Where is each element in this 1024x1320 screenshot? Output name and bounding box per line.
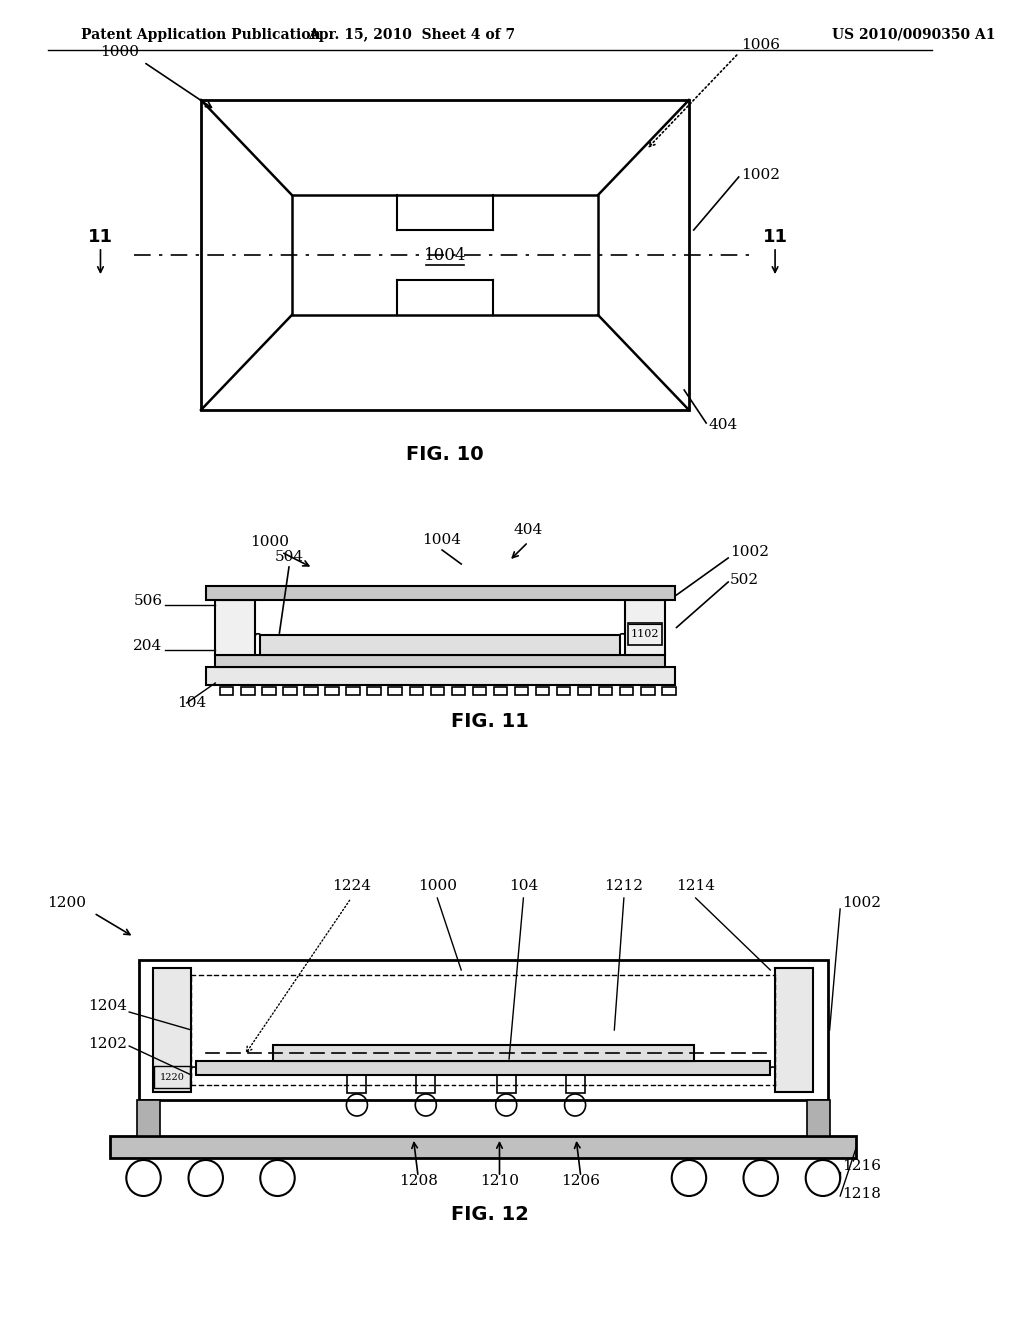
Bar [625,601,665,655]
Text: 1102: 1102 [631,630,659,639]
Text: Apr. 15, 2010  Sheet 4 of 7: Apr. 15, 2010 Sheet 4 of 7 [308,28,515,42]
Bar [775,968,813,1092]
Bar [557,686,570,696]
Text: 1224: 1224 [332,879,371,894]
Text: 1214: 1214 [676,879,715,894]
Bar [431,686,444,696]
Bar [154,1067,190,1088]
Text: FIG. 12: FIG. 12 [451,1205,528,1224]
Text: 104: 104 [509,879,538,894]
Bar [326,686,339,696]
Text: 1000: 1000 [418,879,457,894]
Bar [628,623,663,645]
Text: 1006: 1006 [741,38,780,51]
Bar [494,686,507,696]
Text: 1204: 1204 [88,999,127,1012]
Bar [410,686,423,696]
Bar [621,686,634,696]
Text: US 2010/0090350 A1: US 2010/0090350 A1 [833,28,996,42]
Bar [599,686,612,696]
Text: 506: 506 [133,594,163,609]
Bar [497,1074,516,1093]
Bar [416,1074,435,1093]
Bar [220,686,233,696]
Text: FIG. 10: FIG. 10 [407,446,483,465]
Text: 1212: 1212 [604,879,643,894]
Bar [346,686,359,696]
Bar [110,1137,856,1158]
Text: 404: 404 [708,418,737,432]
Bar [272,1045,693,1061]
Bar [641,686,654,696]
Bar [565,1074,585,1093]
Text: 1004: 1004 [423,533,462,546]
Text: 504: 504 [274,550,303,564]
Bar [241,686,255,696]
Text: 502: 502 [730,573,759,587]
Text: Patent Application Publication: Patent Application Publication [81,28,321,42]
Text: 1202: 1202 [88,1038,127,1051]
Text: 1000: 1000 [100,45,139,59]
Bar [197,1061,770,1074]
Text: 1220: 1220 [160,1072,184,1081]
Text: 1210: 1210 [480,1173,519,1188]
Bar [515,686,528,696]
Bar [215,655,665,667]
Text: 1216: 1216 [842,1159,881,1173]
Text: 1002: 1002 [730,545,769,558]
Text: 11: 11 [763,228,787,246]
Text: 1200: 1200 [47,896,86,909]
Text: 404: 404 [514,523,543,537]
Text: 204: 204 [133,639,163,653]
Text: 1002: 1002 [842,896,881,909]
Text: 1206: 1206 [561,1173,600,1188]
Bar [215,601,256,655]
Bar [578,686,591,696]
Text: FIG. 11: FIG. 11 [451,711,528,731]
Bar [292,195,598,315]
Bar [663,686,676,696]
Bar [138,960,827,1100]
Bar [368,686,381,696]
Bar [206,586,675,601]
Bar [347,1074,367,1093]
Text: 1218: 1218 [842,1187,881,1201]
Text: 11: 11 [88,228,113,246]
Text: 1002: 1002 [741,168,780,182]
Bar [206,667,675,685]
Text: 104: 104 [177,696,206,710]
Text: 1208: 1208 [398,1173,437,1188]
Bar [201,100,689,411]
Bar [807,1100,829,1137]
Bar [262,686,275,696]
Text: 1004: 1004 [424,247,466,264]
Bar [536,686,549,696]
Text: 1000: 1000 [250,535,290,549]
Bar [473,686,486,696]
Bar [137,1100,160,1137]
Bar [452,686,465,696]
Bar [260,635,621,655]
Bar [154,968,191,1092]
Bar [388,686,401,696]
Bar [284,686,297,696]
Bar [304,686,317,696]
